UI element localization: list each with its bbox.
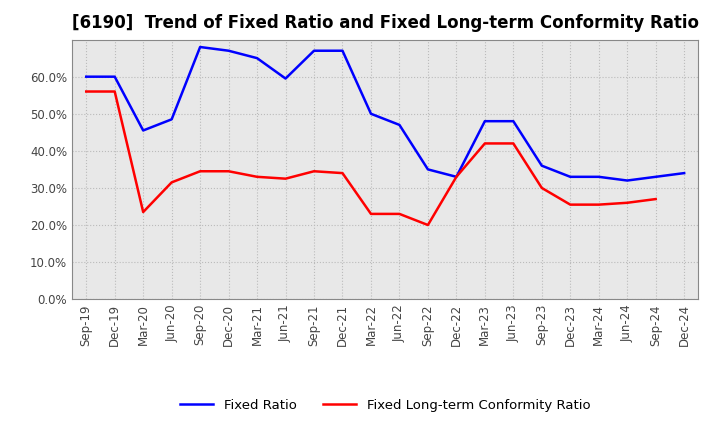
- Fixed Ratio: [310, 48, 318, 53]
- Fixed Long-term Conformity Ratio: [110, 89, 119, 94]
- Line: Fixed Long-term Conformity Ratio: Fixed Long-term Conformity Ratio: [86, 92, 656, 225]
- Title: [6190]  Trend of Fixed Ratio and Fixed Long-term Conformity Ratio: [6190] Trend of Fixed Ratio and Fixed Lo…: [72, 15, 698, 33]
- Fixed Ratio: [366, 111, 375, 117]
- Fixed Ratio: [225, 48, 233, 53]
- Fixed Long-term Conformity Ratio: [623, 200, 631, 205]
- Fixed Ratio: [167, 117, 176, 122]
- Fixed Long-term Conformity Ratio: [537, 185, 546, 191]
- Fixed Ratio: [566, 174, 575, 180]
- Fixed Long-term Conformity Ratio: [196, 169, 204, 174]
- Fixed Long-term Conformity Ratio: [452, 174, 461, 180]
- Fixed Ratio: [537, 163, 546, 169]
- Fixed Long-term Conformity Ratio: [139, 209, 148, 215]
- Fixed Long-term Conformity Ratio: [225, 169, 233, 174]
- Fixed Ratio: [338, 48, 347, 53]
- Fixed Ratio: [282, 76, 290, 81]
- Fixed Ratio: [110, 74, 119, 79]
- Fixed Long-term Conformity Ratio: [423, 222, 432, 227]
- Fixed Long-term Conformity Ratio: [509, 141, 518, 146]
- Fixed Long-term Conformity Ratio: [652, 196, 660, 202]
- Fixed Ratio: [82, 74, 91, 79]
- Fixed Ratio: [623, 178, 631, 183]
- Fixed Ratio: [423, 167, 432, 172]
- Fixed Long-term Conformity Ratio: [338, 170, 347, 176]
- Fixed Long-term Conformity Ratio: [282, 176, 290, 181]
- Fixed Ratio: [509, 118, 518, 124]
- Fixed Long-term Conformity Ratio: [480, 141, 489, 146]
- Fixed Long-term Conformity Ratio: [366, 211, 375, 216]
- Fixed Ratio: [652, 174, 660, 180]
- Fixed Long-term Conformity Ratio: [595, 202, 603, 207]
- Fixed Long-term Conformity Ratio: [310, 169, 318, 174]
- Fixed Ratio: [253, 55, 261, 61]
- Fixed Long-term Conformity Ratio: [253, 174, 261, 180]
- Line: Fixed Ratio: Fixed Ratio: [86, 47, 684, 180]
- Fixed Long-term Conformity Ratio: [82, 89, 91, 94]
- Fixed Ratio: [595, 174, 603, 180]
- Fixed Ratio: [452, 174, 461, 180]
- Legend: Fixed Ratio, Fixed Long-term Conformity Ratio: Fixed Ratio, Fixed Long-term Conformity …: [175, 393, 595, 417]
- Fixed Long-term Conformity Ratio: [167, 180, 176, 185]
- Fixed Ratio: [680, 170, 688, 176]
- Fixed Long-term Conformity Ratio: [566, 202, 575, 207]
- Fixed Long-term Conformity Ratio: [395, 211, 404, 216]
- Fixed Ratio: [480, 118, 489, 124]
- Fixed Ratio: [139, 128, 148, 133]
- Fixed Ratio: [395, 122, 404, 128]
- Fixed Ratio: [196, 44, 204, 50]
